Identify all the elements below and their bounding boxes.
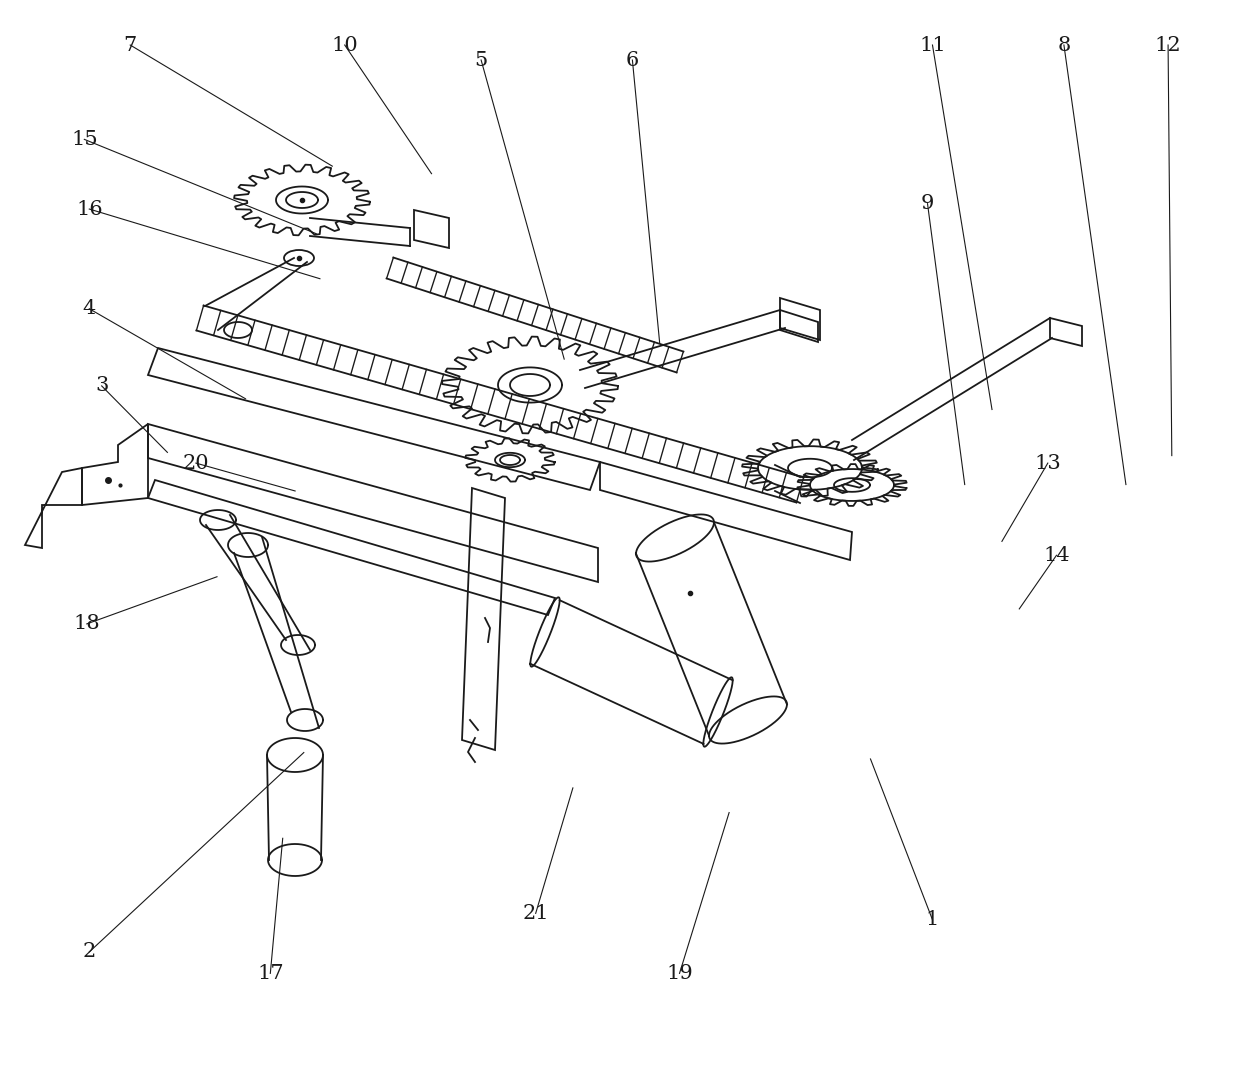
Text: 17: 17 [257, 964, 284, 983]
Text: 13: 13 [1034, 453, 1061, 473]
Text: 5: 5 [475, 50, 487, 70]
Text: 11: 11 [919, 35, 946, 55]
Text: 12: 12 [1154, 35, 1182, 55]
Text: 7: 7 [124, 35, 136, 55]
Text: 1: 1 [926, 910, 939, 929]
Text: 9: 9 [921, 194, 934, 213]
Text: 15: 15 [71, 130, 98, 149]
Text: 3: 3 [95, 376, 108, 396]
Text: 8: 8 [1058, 35, 1070, 55]
Text: 10: 10 [331, 35, 358, 55]
Text: 2: 2 [83, 942, 95, 962]
Text: 14: 14 [1043, 546, 1070, 565]
Text: 18: 18 [73, 614, 100, 634]
Text: 4: 4 [83, 299, 95, 318]
Text: 16: 16 [76, 199, 103, 219]
Text: 6: 6 [626, 50, 639, 70]
Text: 21: 21 [522, 904, 549, 923]
Text: 20: 20 [182, 453, 210, 473]
Text: 19: 19 [666, 964, 693, 983]
Ellipse shape [284, 250, 314, 266]
